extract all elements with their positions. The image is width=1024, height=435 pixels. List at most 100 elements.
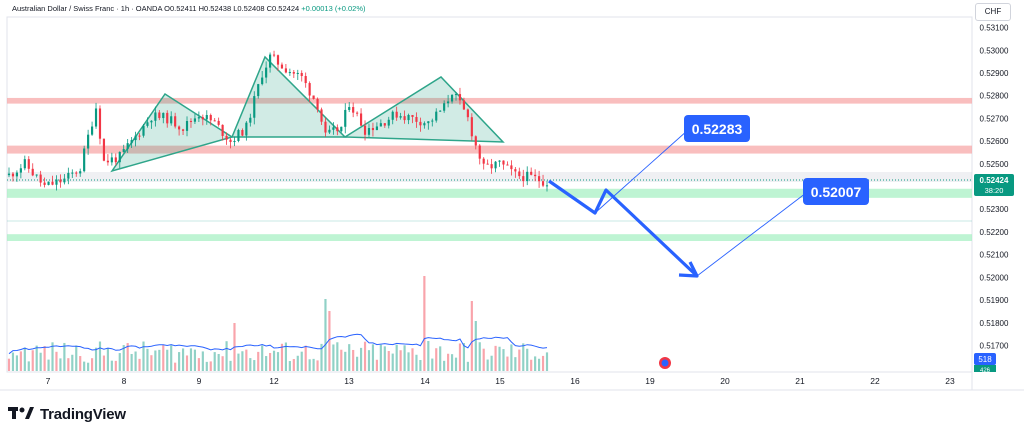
candle-body	[55, 179, 58, 185]
candle-body	[265, 67, 268, 78]
ohlc-close: C0.52424	[266, 4, 300, 13]
volume-bar	[514, 357, 517, 371]
candle-body	[189, 121, 193, 123]
candle-body	[138, 135, 141, 137]
volume-tag: 518 426	[974, 353, 996, 374]
volume-bar	[67, 358, 70, 371]
candle-body	[43, 182, 46, 185]
candle-body	[538, 176, 541, 182]
price-axis[interactable]: 0.53100 0.53000 0.52900 0.52800 0.52700 0.526…	[980, 24, 1009, 351]
candle-body	[292, 72, 295, 74]
volume-bar	[118, 353, 121, 371]
head-and-shoulders-pattern[interactable]	[110, 55, 505, 173]
volume-bar	[126, 343, 129, 371]
volume-bar	[371, 344, 375, 371]
x-tick-label: 23	[945, 376, 955, 386]
tradingview-logo[interactable]: TradingView	[8, 403, 126, 425]
candle-body	[201, 117, 204, 120]
candle-body	[178, 126, 181, 130]
x-tick-label: 15	[495, 376, 505, 386]
candle-body	[158, 112, 161, 119]
zone-resistance-0[interactable]	[7, 97, 972, 104]
candle-body	[387, 119, 390, 126]
volume-bar	[106, 347, 109, 371]
zone-support-2[interactable]	[7, 188, 972, 198]
volume-bar	[15, 355, 18, 371]
candle-body	[300, 72, 303, 77]
candle-body	[431, 120, 434, 122]
y-tick-label: 0.52200	[980, 228, 1009, 237]
volume-bar	[494, 345, 497, 371]
candle-body	[454, 94, 458, 96]
candle-body	[356, 112, 359, 114]
candle-body	[447, 101, 450, 104]
volume-bar	[328, 311, 331, 371]
zone-support-3[interactable]	[7, 234, 972, 241]
bar-countdown: 38:20	[985, 186, 1004, 195]
volume-bar	[205, 361, 208, 371]
volume-bar	[435, 348, 438, 371]
candle-body	[478, 145, 481, 159]
y-tick-label: 0.51800	[980, 319, 1009, 328]
y-tick-label: 0.51900	[980, 296, 1009, 305]
target-label-2[interactable]: 0.52007	[803, 178, 869, 205]
left-shoulder[interactable]	[110, 92, 234, 173]
projection-arrow-path[interactable]	[548, 179, 699, 278]
volume-bar	[245, 349, 248, 371]
volume-bar	[498, 346, 501, 371]
candle-body	[272, 54, 276, 56]
time-axis[interactable]: 7 8 9 12 13 14 15 16 19 20 21 22 23	[46, 376, 955, 386]
volume-bar	[90, 358, 94, 371]
head[interactable]	[230, 55, 347, 138]
volume-bar	[51, 342, 54, 371]
candle-body	[71, 172, 74, 174]
candle-body	[249, 117, 252, 123]
candle-body	[490, 164, 493, 169]
symbol-legend[interactable]: Australian Dollar / Swiss Franc · 1h · O…	[12, 4, 365, 13]
candle-body	[482, 158, 485, 164]
volume-bar	[114, 360, 117, 371]
volume-bar	[154, 350, 157, 371]
candle-body	[367, 128, 371, 135]
economic-event-icon[interactable]	[659, 357, 671, 369]
volume-bar	[257, 351, 260, 371]
candles-layer	[7, 50, 549, 192]
volume-bar	[11, 352, 15, 371]
zone-resistance-1[interactable]	[7, 145, 972, 154]
candle-body	[63, 178, 66, 183]
target-label-1[interactable]: 0.52283	[684, 115, 750, 142]
candle-body	[352, 107, 355, 113]
volume-bar	[490, 355, 493, 371]
volume-bar	[229, 360, 232, 371]
volume-bar	[150, 355, 153, 371]
y-tick-label: 0.52700	[980, 114, 1009, 123]
y-tick-label: 0.52100	[980, 251, 1009, 260]
volume-bar	[304, 345, 307, 371]
candle-body	[320, 109, 323, 122]
candle-body	[79, 171, 82, 174]
candle-body	[170, 116, 173, 124]
ohlc-change: +0.00013 (+0.02%)	[301, 4, 366, 13]
target-2-connector	[696, 192, 807, 277]
volume-bar	[83, 361, 86, 371]
candle-body	[217, 120, 220, 125]
volume-bar	[458, 343, 462, 371]
volume-bar	[174, 362, 177, 371]
volume-value: 518	[978, 355, 992, 364]
volume-bar	[415, 354, 418, 371]
candle-body	[284, 68, 287, 73]
candle-body	[336, 127, 339, 132]
currency-button[interactable]: CHF	[975, 3, 1011, 21]
volume-bar	[94, 347, 98, 371]
candle-body	[7, 173, 11, 176]
volume-bar	[466, 361, 469, 371]
volume-bar	[47, 359, 50, 371]
candle-body	[35, 174, 38, 176]
volume-bar	[522, 343, 525, 371]
volume-bar	[138, 358, 141, 371]
volume-bar	[450, 354, 454, 371]
candle-body	[348, 107, 351, 110]
candle-body	[205, 115, 208, 120]
candle-body	[166, 112, 169, 124]
